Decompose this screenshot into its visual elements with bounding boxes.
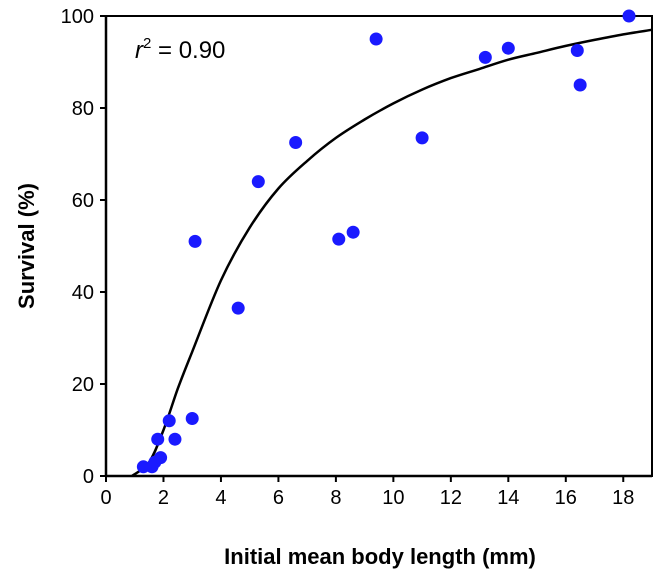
x-tick-label: 14	[497, 487, 519, 509]
plot-area	[105, 15, 653, 477]
data-point	[415, 131, 429, 145]
data-point	[185, 412, 199, 425]
logistic-fit-curve	[131, 28, 653, 478]
x-tick-label: 12	[440, 487, 462, 509]
data-point	[154, 451, 168, 465]
data-point	[622, 9, 636, 23]
data-point	[346, 225, 360, 239]
x-tick-label: 6	[273, 487, 284, 509]
data-point	[570, 44, 584, 57]
data-point	[162, 414, 176, 428]
y-axis-title: Survival (%)	[14, 183, 39, 309]
x-axis-title: Initial mean body length (mm)	[224, 544, 536, 569]
axes-layer	[104, 16, 652, 478]
data-point	[231, 301, 245, 315]
y-tick-label: 100	[61, 6, 94, 28]
y-tick-label: 40	[72, 282, 94, 304]
data-point	[332, 232, 346, 246]
y-tick-label: 20	[72, 374, 94, 396]
x-tick-label: 10	[382, 487, 404, 509]
data-point	[501, 41, 515, 55]
data-point	[188, 234, 202, 248]
r-squared-value: = 0.90	[151, 37, 225, 64]
y-tick-label: 0	[83, 466, 94, 488]
plot-frame	[105, 15, 653, 477]
data-point	[251, 175, 265, 189]
y-tick-label: 60	[72, 190, 94, 212]
data-point	[168, 432, 182, 446]
data-point	[289, 136, 303, 149]
r-squared-annotation: r2 = 0.90	[135, 35, 225, 64]
x-tick-label: 2	[158, 487, 169, 509]
data-points-layer	[136, 9, 636, 474]
data-point	[151, 432, 165, 446]
y-tick-label: 80	[72, 98, 94, 120]
x-tick-label: 16	[555, 487, 577, 509]
x-tick-label: 8	[330, 487, 341, 509]
x-tick-label: 0	[100, 487, 111, 509]
r-squared-superscript: 2	[143, 35, 151, 52]
data-point	[369, 32, 383, 46]
fit-curve-layer	[131, 28, 653, 478]
ticks-layer: 0 2 4 6 8 10 12 14 16 18 0 20 40 60 80 100	[61, 6, 635, 509]
x-tick-label: 18	[612, 487, 634, 509]
r-squared-symbol: r	[135, 37, 144, 64]
data-point	[478, 50, 492, 64]
x-tick-label: 4	[215, 487, 226, 509]
data-point	[573, 78, 587, 92]
